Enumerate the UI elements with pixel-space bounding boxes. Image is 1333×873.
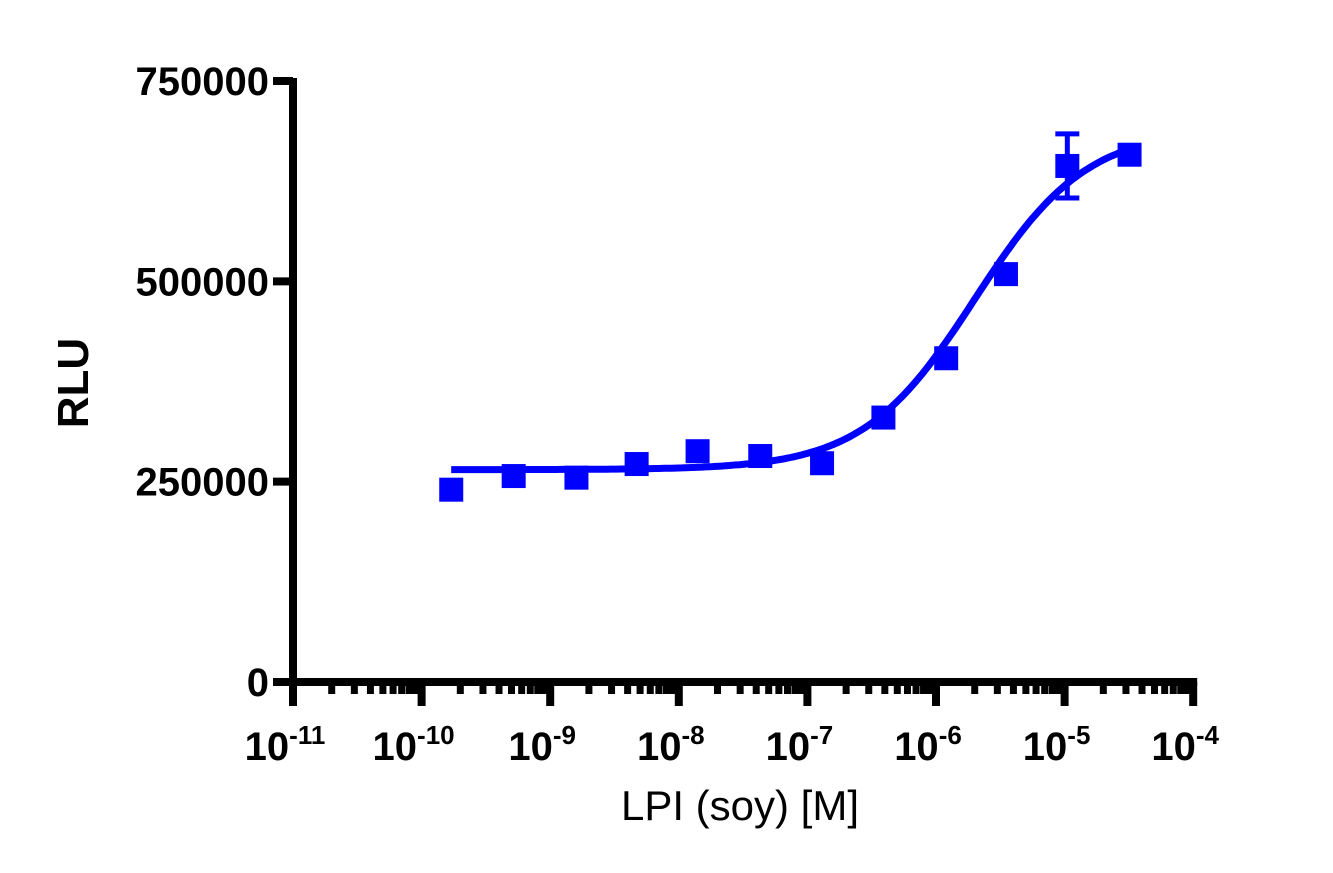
x-tick-label: 10-5 <box>1023 720 1091 769</box>
x-axis: 10-11 10-10 10-9 10-8 10-7 10-6 10-5 10-4 <box>245 678 1220 769</box>
data-point-square <box>1055 153 1080 178</box>
data-point-square <box>564 465 589 490</box>
x-tick-label: 10-4 <box>1151 720 1219 769</box>
x-tick-label: 10-6 <box>894 720 962 769</box>
y-tick-label: 750000 <box>136 60 269 104</box>
x-tick-label: 10-9 <box>508 720 576 769</box>
y-tick-label: 0 <box>247 661 269 705</box>
data-point-square <box>501 464 526 489</box>
y-axis: 0 250000 500000 750000 <box>136 60 297 706</box>
data-point-square <box>1117 142 1142 167</box>
data-points <box>439 131 1142 502</box>
y-tick-label: 250000 <box>136 461 269 505</box>
data-point-square <box>810 451 835 476</box>
data-point-square <box>748 444 773 469</box>
fit-curve <box>451 145 1131 474</box>
x-axis-label: LPI (soy) [M] <box>621 782 859 829</box>
x-tick-label: 10-8 <box>637 720 705 769</box>
x-tick-label: 10-10 <box>373 720 455 769</box>
fit-line <box>451 145 1131 474</box>
y-axis-label: RLU <box>49 338 98 428</box>
x-tick-label: 10-11 <box>245 720 326 769</box>
data-point-square <box>871 405 896 430</box>
x-tick-label: 10-7 <box>766 720 834 769</box>
y-tick-label: 500000 <box>136 260 269 304</box>
data-point-square <box>934 346 959 371</box>
data-point-square <box>685 439 710 464</box>
data-point-square <box>439 477 464 502</box>
data-point-square <box>624 452 649 477</box>
data-point-square <box>993 262 1018 287</box>
